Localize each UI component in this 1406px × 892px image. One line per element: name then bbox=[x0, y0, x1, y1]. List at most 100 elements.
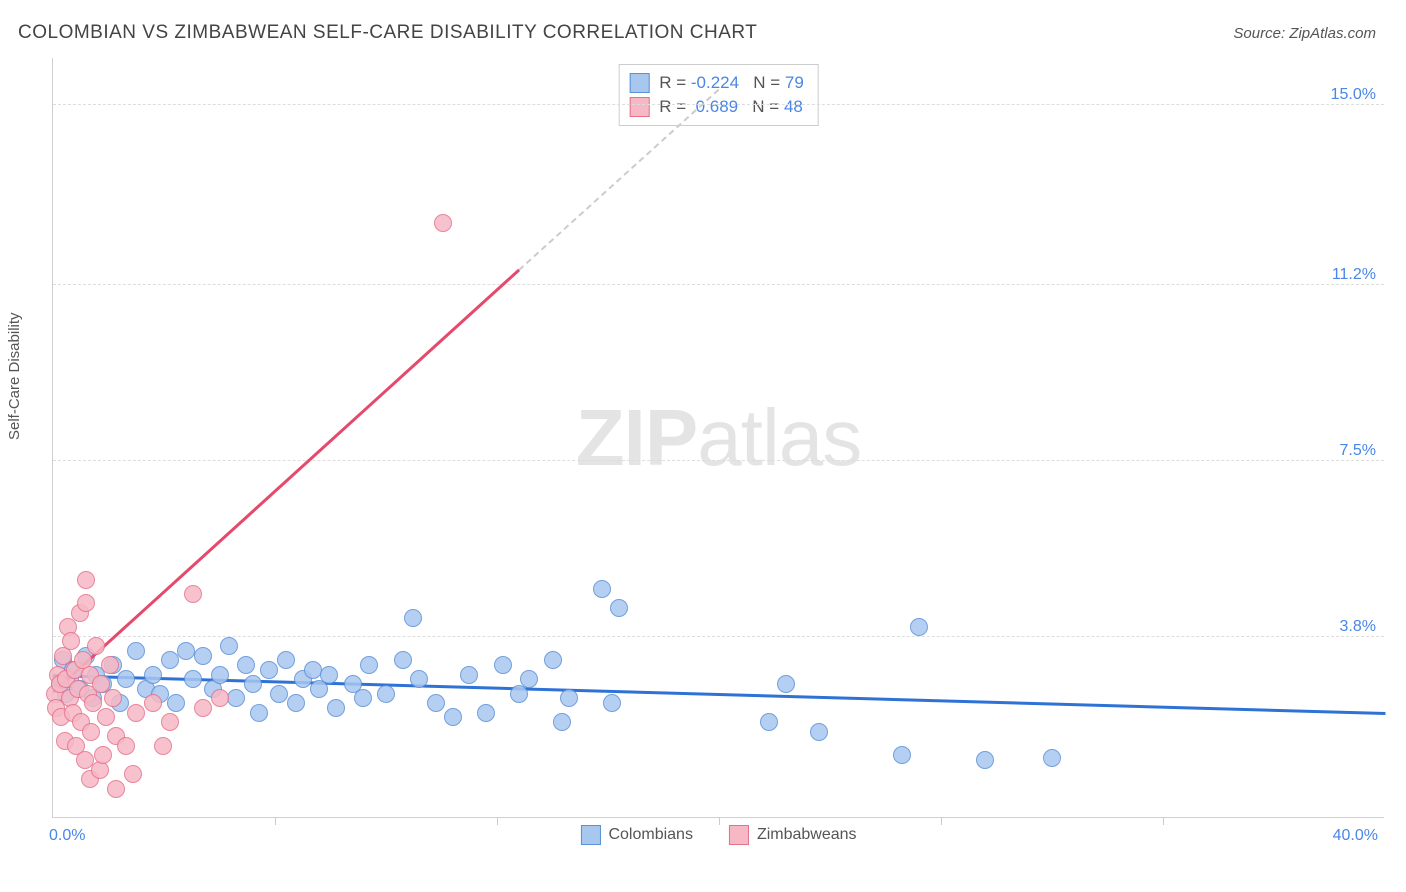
chart-title: COLOMBIAN VS ZIMBABWEAN SELF-CARE DISABI… bbox=[18, 22, 757, 44]
data-point bbox=[127, 642, 145, 660]
x-tick-min: 0.0% bbox=[49, 827, 85, 845]
data-point bbox=[161, 651, 179, 669]
gridline bbox=[53, 284, 1384, 285]
stats-row-zimbabweans: R = 0.689 N = 48 bbox=[629, 95, 804, 119]
data-point bbox=[304, 661, 322, 679]
data-point bbox=[154, 737, 172, 755]
data-point bbox=[124, 765, 142, 783]
gridline bbox=[53, 104, 1384, 105]
data-point bbox=[220, 637, 238, 655]
legend-label-colombians: Colombians bbox=[608, 826, 692, 844]
data-point bbox=[327, 699, 345, 717]
legend-item-zimbabweans: Zimbabweans bbox=[729, 825, 857, 845]
watermark-zip: ZIP bbox=[576, 393, 697, 482]
data-point bbox=[84, 694, 102, 712]
data-point bbox=[494, 656, 512, 674]
data-point bbox=[360, 656, 378, 674]
legend-swatch-zimbabweans bbox=[729, 825, 749, 845]
data-point bbox=[444, 708, 462, 726]
data-point bbox=[434, 214, 452, 232]
data-point bbox=[62, 632, 80, 650]
data-point bbox=[260, 661, 278, 679]
data-point bbox=[77, 594, 95, 612]
data-point bbox=[410, 670, 428, 688]
data-point bbox=[94, 746, 112, 764]
x-tick bbox=[497, 817, 498, 825]
data-point bbox=[77, 571, 95, 589]
data-point bbox=[82, 723, 100, 741]
data-point bbox=[404, 609, 422, 627]
data-point bbox=[810, 723, 828, 741]
stats-colombians: R = -0.224 N = 79 bbox=[659, 73, 804, 93]
data-point bbox=[161, 713, 179, 731]
data-point bbox=[1043, 749, 1061, 767]
data-point bbox=[194, 699, 212, 717]
data-point bbox=[777, 675, 795, 693]
x-tick bbox=[719, 817, 720, 825]
source-name: ZipAtlas.com bbox=[1289, 25, 1376, 42]
source-prefix: Source: bbox=[1233, 25, 1289, 42]
y-axis-label: Self-Care Disability bbox=[6, 312, 23, 440]
scatter-plot: ZIPatlas R = -0.224 N = 79 R = 0.689 N =… bbox=[52, 58, 1384, 818]
data-point bbox=[97, 708, 115, 726]
stats-zimbabweans: R = 0.689 N = 48 bbox=[659, 97, 803, 117]
gridline bbox=[53, 636, 1384, 637]
data-point bbox=[117, 670, 135, 688]
gridline bbox=[53, 460, 1384, 461]
stats-legend: R = -0.224 N = 79 R = 0.689 N = 48 bbox=[618, 64, 819, 126]
data-point bbox=[227, 689, 245, 707]
data-point bbox=[144, 694, 162, 712]
data-point bbox=[101, 656, 119, 674]
data-point bbox=[287, 694, 305, 712]
legend-item-colombians: Colombians bbox=[580, 825, 692, 845]
data-point bbox=[610, 599, 628, 617]
chart-header: COLOMBIAN VS ZIMBABWEAN SELF-CARE DISABI… bbox=[0, 0, 1406, 54]
data-point bbox=[394, 651, 412, 669]
legend-label-zimbabweans: Zimbabweans bbox=[757, 826, 857, 844]
data-point bbox=[87, 637, 105, 655]
data-point bbox=[270, 685, 288, 703]
data-point bbox=[910, 618, 928, 636]
data-point bbox=[760, 713, 778, 731]
data-point bbox=[194, 647, 212, 665]
watermark-atlas: atlas bbox=[697, 393, 861, 482]
data-point bbox=[127, 704, 145, 722]
trend-line bbox=[52, 269, 520, 694]
data-point bbox=[477, 704, 495, 722]
legend-swatch-colombians bbox=[580, 825, 600, 845]
data-point bbox=[553, 713, 571, 731]
data-point bbox=[211, 689, 229, 707]
data-point bbox=[107, 780, 125, 798]
y-tick-label: 3.8% bbox=[1340, 618, 1376, 636]
swatch-zimbabweans bbox=[629, 97, 649, 117]
x-tick bbox=[941, 817, 942, 825]
source-label: Source: ZipAtlas.com bbox=[1233, 25, 1376, 42]
y-tick-label: 7.5% bbox=[1340, 442, 1376, 460]
data-point bbox=[117, 737, 135, 755]
x-tick bbox=[1163, 817, 1164, 825]
data-point bbox=[177, 642, 195, 660]
x-tick-max: 40.0% bbox=[1333, 827, 1378, 845]
data-point bbox=[354, 689, 372, 707]
data-point bbox=[377, 685, 395, 703]
data-point bbox=[167, 694, 185, 712]
data-point bbox=[520, 670, 538, 688]
data-point bbox=[320, 666, 338, 684]
data-point bbox=[277, 651, 295, 669]
data-point bbox=[593, 580, 611, 598]
data-point bbox=[560, 689, 578, 707]
data-point bbox=[104, 689, 122, 707]
data-point bbox=[237, 656, 255, 674]
data-point bbox=[144, 666, 162, 684]
y-tick-label: 15.0% bbox=[1331, 86, 1376, 104]
data-point bbox=[427, 694, 445, 712]
data-point bbox=[211, 666, 229, 684]
data-point bbox=[893, 746, 911, 764]
data-point bbox=[603, 694, 621, 712]
data-point bbox=[244, 675, 262, 693]
data-point bbox=[184, 670, 202, 688]
swatch-colombians bbox=[629, 73, 649, 93]
data-point bbox=[184, 585, 202, 603]
series-legend: Colombians Zimbabweans bbox=[580, 825, 856, 845]
data-point bbox=[976, 751, 994, 769]
